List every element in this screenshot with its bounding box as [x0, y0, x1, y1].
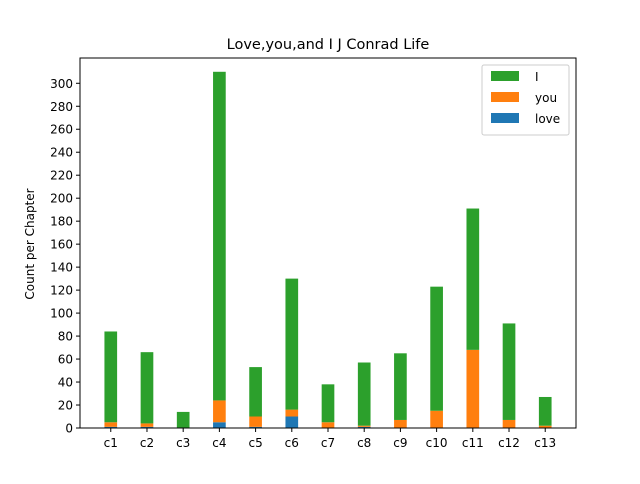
x-tick-label: c2: [140, 436, 154, 450]
bar-i-c3: [176, 411, 190, 428]
y-tick-label: 0: [65, 422, 73, 436]
bar-love-c6: [285, 416, 299, 428]
bar-i-c1: [104, 331, 118, 423]
y-axis: 0 20 40 60 80 100 120 140 160 180 200 220 240 260 280 3…: [50, 77, 80, 436]
y-tick-label: 300: [50, 77, 73, 91]
bar-i-c12: [502, 323, 516, 420]
y-tick-label: 240: [50, 146, 73, 160]
bar-love-c4: [213, 422, 226, 428]
bar-i-c6: [285, 278, 299, 410]
x-tick-label: c12: [498, 436, 520, 450]
legend-label-love: love: [535, 112, 560, 126]
bar-you-c12: [502, 419, 516, 428]
x-tick-label: c8: [357, 436, 371, 450]
bar-you-c13: [538, 425, 552, 428]
y-tick-label: 260: [50, 123, 73, 137]
bar-you-c1: [104, 422, 118, 427]
bar-i-c4: [213, 71, 226, 401]
x-tick-label: c3: [176, 436, 190, 450]
bar-i-c2: [140, 352, 154, 424]
bar-you-c5: [249, 416, 262, 427]
bar-you-c9: [394, 419, 407, 428]
legend-swatch-love: [491, 113, 519, 123]
bar-you-c11: [466, 349, 480, 428]
x-tick-label: c1: [104, 436, 118, 450]
bar-love-c2: [140, 426, 154, 428]
bar-you-c6: [285, 409, 299, 417]
bar-love-c8: [357, 426, 371, 428]
x-tick-label: c6: [285, 436, 299, 450]
y-tick-label: 20: [58, 399, 73, 413]
bar-i-c10: [430, 286, 443, 411]
x-tick-label: c7: [321, 436, 335, 450]
bar-i-c13: [538, 396, 552, 426]
y-axis-label: Count per Chapter: [23, 188, 37, 299]
legend-swatch-i: [491, 71, 519, 81]
x-tick-label: c13: [534, 436, 556, 450]
y-tick-label: 180: [50, 215, 73, 229]
bar-i-c5: [249, 367, 262, 417]
x-tick-label: c9: [393, 436, 407, 450]
bars-layer: [104, 71, 552, 428]
legend-swatch-you: [491, 92, 519, 102]
x-axis: c1 c2 c3 c4 c5 c6 c7 c8 c9 c10 c11 c12 c13: [104, 428, 556, 450]
x-tick-label: c11: [462, 436, 484, 450]
plot-frame: [79, 57, 577, 429]
x-tick-label: c4: [212, 436, 226, 450]
y-tick-label: 140: [50, 261, 73, 275]
bar-love-c5: [249, 426, 262, 428]
bar-i-c9: [394, 353, 407, 420]
bar-love-c1: [104, 426, 118, 428]
bar-you-c7: [321, 422, 335, 428]
y-tick-label: 80: [58, 330, 73, 344]
y-tick-label: 160: [50, 238, 73, 252]
bar-you-c4: [213, 400, 226, 423]
y-tick-label: 40: [58, 376, 73, 390]
y-tick-label: 120: [50, 284, 73, 298]
bar-i-c7: [321, 384, 335, 423]
bar-you-c2: [140, 423, 154, 427]
y-tick-label: 220: [50, 169, 73, 183]
y-tick-label: 280: [50, 100, 73, 114]
y-tick-label: 60: [58, 353, 73, 367]
x-tick-label: c10: [426, 436, 448, 450]
y-tick-label: 100: [50, 307, 73, 321]
bar-you-c8: [357, 425, 371, 427]
y-tick-label: 200: [50, 192, 73, 206]
legend-label-you: you: [535, 91, 557, 105]
chart-title: Love,you,and I J Conrad Life: [227, 37, 430, 53]
legend-label-i: I: [535, 70, 539, 84]
bar-i-c8: [357, 362, 371, 426]
bar-you-c10: [430, 410, 443, 428]
x-tick-label: c5: [248, 436, 262, 450]
bar-i-c11: [466, 208, 480, 350]
